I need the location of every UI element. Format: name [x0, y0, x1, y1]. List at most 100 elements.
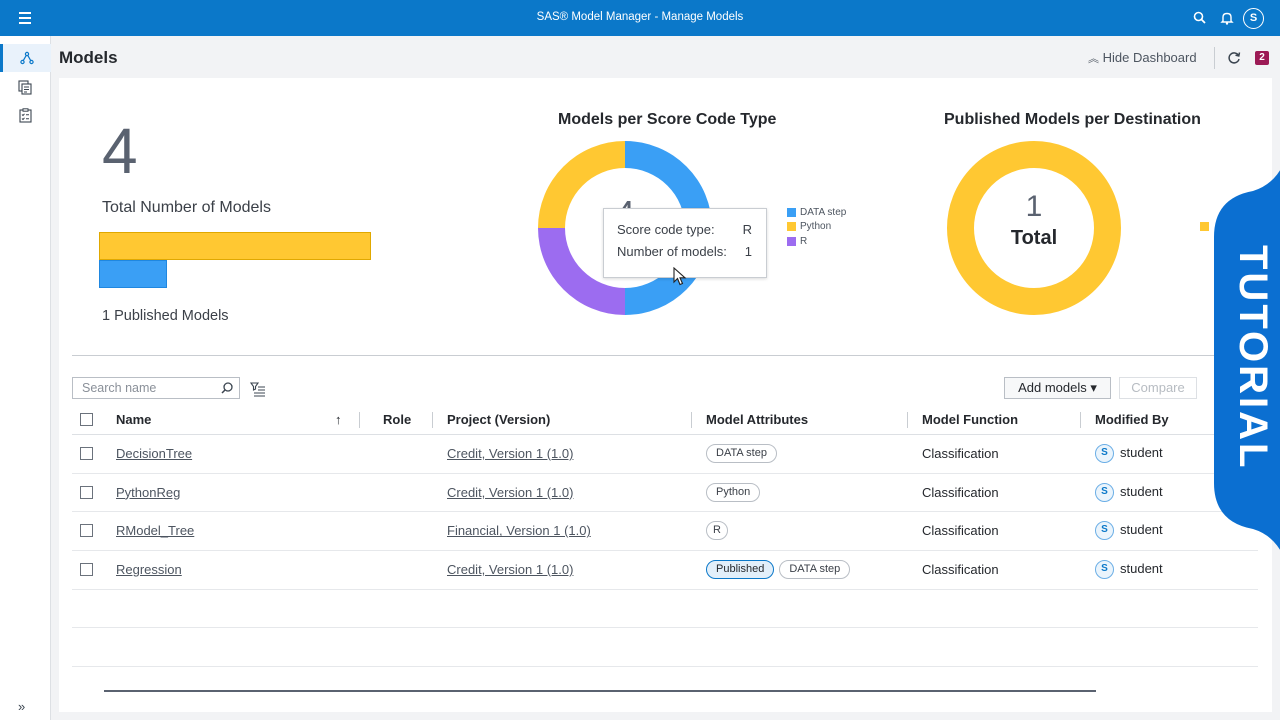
project-link[interactable]: Credit, Version 1 (1.0): [447, 562, 574, 578]
search-icon[interactable]: [219, 380, 235, 396]
search-box: [72, 377, 240, 399]
hide-dashboard-button[interactable]: ︽ Hide Dashboard: [1088, 50, 1197, 66]
legend-swatch: [787, 236, 796, 246]
table-row[interactable]: RModel_Tree Financial, Version 1 (1.0) R…: [72, 512, 1258, 552]
search-input[interactable]: [82, 378, 222, 398]
model-attributes: R: [706, 521, 733, 541]
column-separator[interactable]: [1080, 412, 1081, 428]
column-separator[interactable]: [907, 412, 908, 428]
nav-models[interactable]: [0, 44, 51, 72]
column-separator[interactable]: [359, 412, 360, 428]
empty-row: [72, 590, 1258, 629]
table-header: Name ↑ Role Project (Version) Model Attr…: [72, 404, 1258, 435]
table-row[interactable]: Regression Credit, Version 1 (1.0) Publi…: [72, 551, 1258, 590]
clipboard-checklist-icon: [19, 107, 32, 123]
tooltip-label: Number of models:: [617, 244, 727, 259]
user-avatar: S: [1095, 521, 1114, 541]
donut-slice-total[interactable]: [947, 141, 1121, 315]
tooltip-row-count: Number of models: 1: [617, 244, 752, 259]
tutorial-banner: [1214, 170, 1280, 550]
model-name-link[interactable]: Regression: [116, 562, 182, 578]
double-chevron-up-icon: ︽: [1088, 53, 1099, 65]
destination-legend-swatch[interactable]: [1200, 222, 1209, 231]
column-header-function[interactable]: Model Function: [922, 412, 1019, 427]
dashboard-divider: [72, 355, 1214, 356]
model-attributes: Python: [706, 482, 765, 502]
row-checkbox[interactable]: [80, 563, 93, 577]
model-attributes: DATA step: [706, 444, 782, 463]
total-models-count: 4: [102, 115, 138, 187]
select-all-checkbox[interactable]: [80, 413, 93, 426]
model-function: Classification: [922, 446, 999, 461]
column-filter-icon[interactable]: [249, 380, 267, 398]
row-checkbox[interactable]: [80, 447, 93, 460]
model-name-link[interactable]: RModel_Tree: [116, 523, 195, 539]
nav-tasks[interactable]: [0, 101, 51, 129]
models-table: Name ↑ Role Project (Version) Model Attr…: [72, 404, 1258, 668]
horizontal-scrollbar[interactable]: [104, 690, 1096, 692]
search-icon[interactable]: [1191, 9, 1209, 27]
chart-tooltip: Score code type: R Number of models: 1: [603, 208, 767, 278]
user-avatar[interactable]: S: [1243, 8, 1264, 29]
attribute-pill: DATA step: [706, 444, 777, 463]
mouse-cursor-icon: [673, 267, 687, 286]
tooltip-value: 1: [744, 244, 752, 259]
column-header-name[interactable]: Name: [116, 412, 152, 427]
left-nav-rail: »: [0, 36, 51, 720]
column-separator[interactable]: [691, 412, 692, 428]
modified-by-name: student: [1120, 444, 1163, 460]
hamburger-menu-icon[interactable]: [14, 10, 36, 26]
model-attributes: Published DATA step: [706, 560, 855, 580]
column-header-role[interactable]: Role: [383, 412, 412, 427]
sort-ascending-icon[interactable]: ↑: [335, 412, 342, 427]
user-avatar: S: [1095, 560, 1114, 580]
empty-row: [72, 628, 1258, 668]
attribute-pill: Python: [706, 482, 761, 502]
row-checkbox[interactable]: [80, 485, 93, 499]
table-row[interactable]: PythonReg Credit, Version 1 (1.0) Python…: [72, 474, 1258, 513]
header-separator: [1214, 47, 1215, 69]
column-header-modified-by[interactable]: Modified By: [1095, 412, 1169, 427]
destination-donut-chart[interactable]: 1 Total: [944, 138, 1124, 318]
legend-item-python[interactable]: Python: [787, 220, 846, 235]
project-link[interactable]: Credit, Version 1 (1.0): [447, 446, 574, 461]
bell-icon[interactable]: [1218, 9, 1236, 27]
expand-rail-icon[interactable]: »: [18, 699, 26, 714]
published-models-bar: [99, 260, 167, 288]
compare-button[interactable]: Compare: [1119, 377, 1197, 399]
legend-label: Python: [800, 221, 832, 233]
attribute-pill: DATA step: [779, 560, 851, 580]
donut-center-label: Total: [1011, 227, 1057, 249]
attribute-pill: R: [706, 521, 728, 541]
model-name-link[interactable]: DecisionTree: [116, 446, 193, 461]
notification-badge[interactable]: 2: [1255, 51, 1269, 65]
column-separator[interactable]: [432, 412, 433, 428]
projects-icon: [18, 79, 32, 95]
model-name-link[interactable]: PythonReg: [116, 484, 181, 500]
legend-item-data-step[interactable]: DATA step: [787, 205, 846, 220]
table-row[interactable]: DecisionTree Credit, Version 1 (1.0) DAT…: [72, 435, 1258, 474]
legend-swatch: [787, 222, 796, 232]
donut-slice-python[interactable]: [538, 141, 625, 228]
column-header-attributes[interactable]: Model Attributes: [706, 412, 809, 427]
tutorial-label: TUTORIAL: [1231, 245, 1275, 471]
nav-projects[interactable]: [0, 73, 51, 101]
legend-label: R: [800, 235, 808, 247]
column-header-project[interactable]: Project (Version): [447, 412, 551, 427]
legend-swatch: [787, 207, 796, 217]
tooltip-label: Score code type:: [617, 222, 715, 237]
modified-by-name: student: [1120, 522, 1163, 538]
legend-label: DATA step: [800, 206, 847, 218]
app-title: SAS® Model Manager - Manage Models: [536, 11, 744, 23]
refresh-icon[interactable]: [1225, 49, 1243, 67]
add-models-button[interactable]: Add models ▾: [1004, 377, 1111, 399]
donut-slice-r[interactable]: [538, 228, 625, 315]
published-models-label: 1 Published Models: [102, 308, 229, 324]
project-link[interactable]: Financial, Version 1 (1.0): [447, 523, 591, 539]
project-link[interactable]: Credit, Version 1 (1.0): [447, 484, 574, 500]
row-checkbox[interactable]: [80, 524, 93, 538]
legend-item-r[interactable]: R: [787, 234, 846, 249]
